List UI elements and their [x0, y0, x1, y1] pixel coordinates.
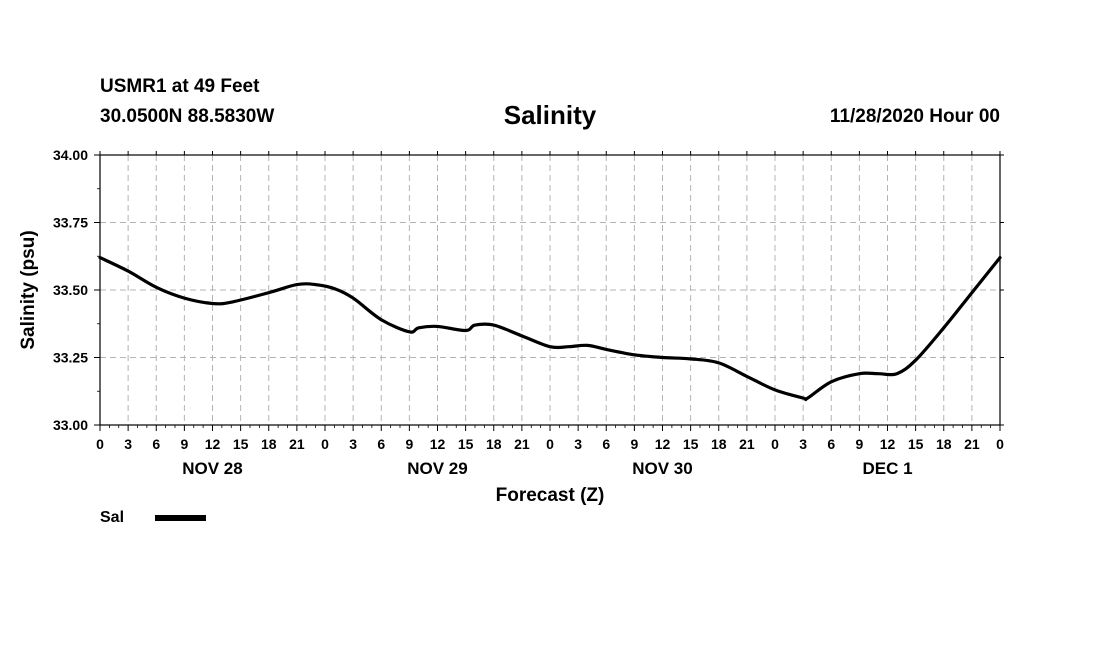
- x-tick-label: 3: [574, 436, 582, 452]
- x-tick-label: 6: [377, 436, 385, 452]
- x-tick-label: 15: [458, 436, 474, 452]
- x-tick-label: 0: [546, 436, 554, 452]
- x-tick-label: 18: [261, 436, 277, 452]
- day-label: NOV 29: [407, 459, 467, 478]
- x-tick-label: 9: [405, 436, 413, 452]
- x-tick-label: 21: [514, 436, 530, 452]
- x-tick-label: 6: [602, 436, 610, 452]
- x-tick-label: 15: [683, 436, 699, 452]
- day-label: NOV 28: [182, 459, 242, 478]
- x-tick-label: 6: [152, 436, 160, 452]
- x-tick-label: 21: [964, 436, 980, 452]
- x-tick-label: 12: [880, 436, 896, 452]
- x-tick-label: 18: [486, 436, 502, 452]
- x-tick-label: 12: [655, 436, 671, 452]
- x-tick-label: 9: [855, 436, 863, 452]
- x-tick-label: 0: [321, 436, 329, 452]
- axis-layer: [94, 151, 1004, 431]
- x-tick-label: 12: [430, 436, 446, 452]
- x-tick-label: 0: [96, 436, 104, 452]
- x-tick-label: 9: [630, 436, 638, 452]
- grid-layer: [100, 155, 1000, 425]
- x-tick-label: 15: [233, 436, 249, 452]
- x-tick-label: 21: [289, 436, 305, 452]
- y-tick-label: 34.00: [53, 147, 88, 163]
- x-tick-label: 3: [349, 436, 357, 452]
- y-tick-label: 33.25: [53, 350, 88, 366]
- x-tick-label: 12: [205, 436, 221, 452]
- x-tick-label: 15: [908, 436, 924, 452]
- day-label: DEC 1: [862, 459, 912, 478]
- x-tick-label: 3: [124, 436, 132, 452]
- legend: Sal: [100, 509, 207, 527]
- x-tick-label: 3: [799, 436, 807, 452]
- x-tick-label: 18: [936, 436, 952, 452]
- y-axis-title: Salinity (psu): [18, 230, 39, 349]
- x-tick-label: 21: [739, 436, 755, 452]
- y-tick-label: 33.50: [53, 282, 88, 298]
- series-line-sal: [98, 256, 1002, 402]
- legend-label: Sal: [100, 509, 125, 526]
- coordinates-label: 30.0500N 88.5830W: [100, 106, 275, 127]
- station-label: USMR1 at 49 Feet: [100, 76, 260, 97]
- x-axis-title: Forecast (Z): [496, 485, 605, 506]
- x-tick-label: 6: [827, 436, 835, 452]
- chart-title: Salinity: [503, 100, 597, 130]
- legend-line-swatch: [155, 515, 207, 521]
- day-label: NOV 30: [632, 459, 692, 478]
- y-tick-label: 33.00: [53, 417, 88, 433]
- x-tick-label: 0: [771, 436, 779, 452]
- x-tick-label: 9: [180, 436, 188, 452]
- y-tick-label: 33.75: [53, 215, 88, 231]
- x-tick-label: 18: [711, 436, 727, 452]
- label-layer: 0 3 6 9 12 15 18 21 0 3 6 9 12 15 18 21 0 3 6 9 12 15 18 21 0 3 6 9…: [18, 147, 1004, 506]
- series-layer: [98, 256, 1002, 402]
- x-tick-label: 0: [996, 436, 1004, 452]
- forecast-datetime: 11/28/2020 Hour 00: [829, 106, 1000, 127]
